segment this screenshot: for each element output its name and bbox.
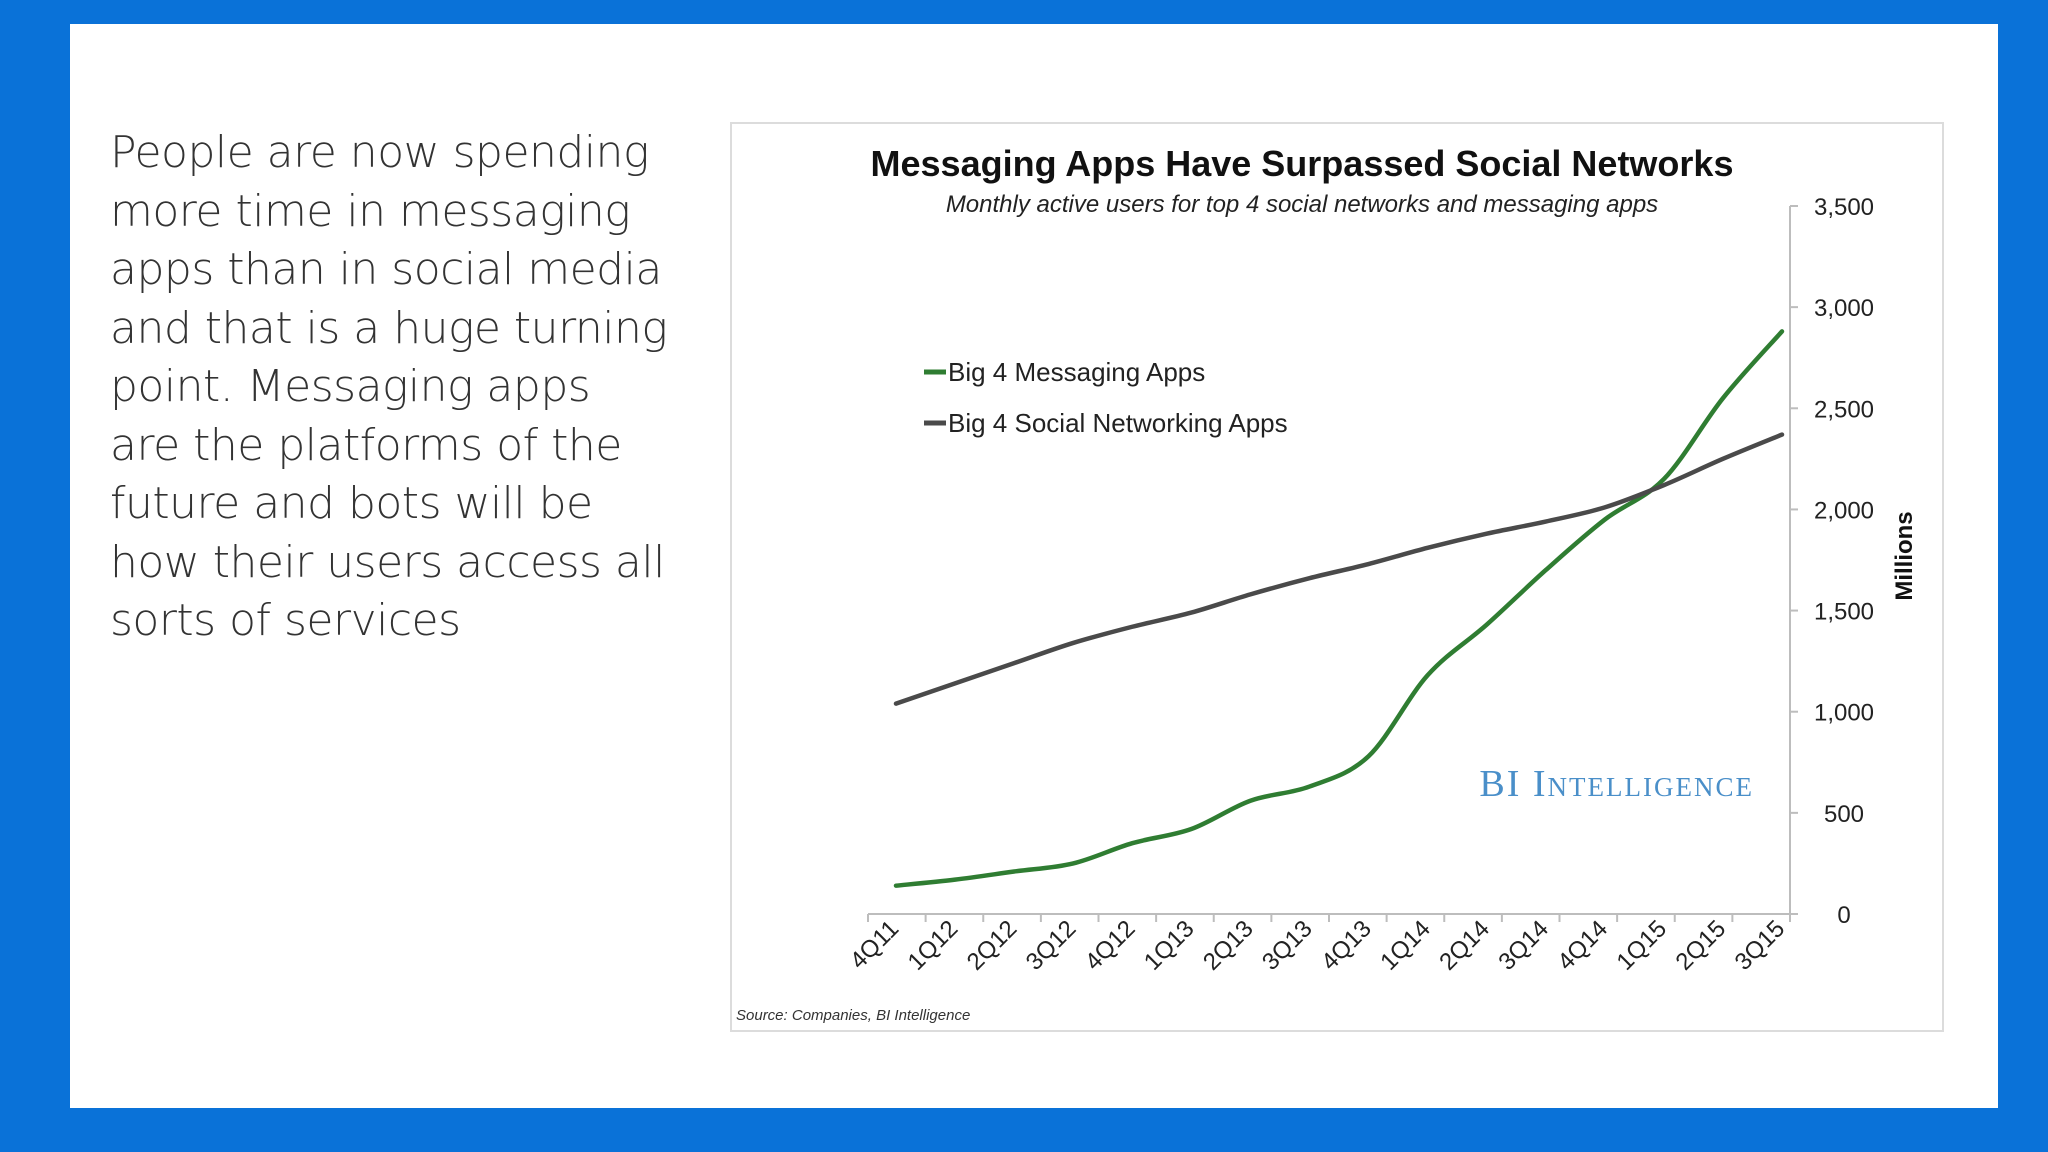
- chart-axes: 05001,0001,5002,0002,5003,0003,5004Q111Q…: [845, 194, 1874, 976]
- x-tick-label: 4Q13: [1316, 915, 1377, 976]
- legend-label: Big 4 Messaging Apps: [948, 357, 1205, 387]
- x-tick-label: 1Q15: [1611, 915, 1672, 976]
- slide-body-text: People are now spending more time in mes…: [110, 127, 668, 646]
- y-tick-label: 2,500: [1814, 396, 1874, 423]
- y-tick-label: 3,500: [1814, 194, 1874, 221]
- x-tick-label: 4Q12: [1080, 915, 1141, 976]
- x-tick-label: 3Q12: [1021, 915, 1082, 976]
- x-tick-label: 2Q14: [1434, 915, 1495, 976]
- x-tick-label: 4Q11: [845, 915, 904, 974]
- x-tick-label: 1Q12: [903, 915, 964, 976]
- y-tick-label: 1,500: [1814, 599, 1874, 626]
- chart-subtitle: Monthly active users for top 4 social ne…: [946, 191, 1658, 218]
- legend-label: Big 4 Social Networking Apps: [948, 408, 1288, 438]
- social-networking-line: [893, 432, 1785, 706]
- x-tick-label: 1Q13: [1139, 915, 1200, 976]
- y-axis-label: Millions: [1891, 511, 1918, 600]
- chart-lines: [893, 329, 1785, 888]
- y-tick-label: 2,000: [1814, 497, 1874, 524]
- y-tick-label: 1,000: [1814, 700, 1874, 727]
- x-tick-label: 3Q13: [1257, 915, 1318, 976]
- chart-title: Messaging Apps Have Surpassed Social Net…: [871, 143, 1734, 184]
- x-tick-label: 1Q14: [1375, 915, 1436, 976]
- x-tick-label: 3Q15: [1730, 915, 1791, 976]
- y-tick-label: 0: [1837, 902, 1850, 929]
- chart-frame: Messaging Apps Have Surpassed Social Net…: [730, 122, 1944, 1032]
- line-chart: Messaging Apps Have Surpassed Social Net…: [845, 143, 1918, 976]
- x-tick-label: 2Q12: [962, 915, 1023, 976]
- chart-source-note: Source: Companies, BI Intelligence: [736, 1007, 971, 1024]
- x-tick-label: 4Q14: [1552, 915, 1613, 976]
- x-tick-label: 3Q14: [1493, 915, 1554, 976]
- bi-intelligence-watermark: BI Intelligence: [1479, 763, 1754, 805]
- y-tick-label: 500: [1824, 801, 1864, 828]
- y-tick-label: 3,000: [1814, 295, 1874, 322]
- x-tick-label: 2Q15: [1671, 915, 1732, 976]
- x-tick-label: 2Q13: [1198, 915, 1259, 976]
- slide: People are now spending more time in mes…: [70, 24, 1998, 1108]
- chart-legend: Big 4 Messaging Apps Big 4 Social Network…: [924, 357, 1288, 438]
